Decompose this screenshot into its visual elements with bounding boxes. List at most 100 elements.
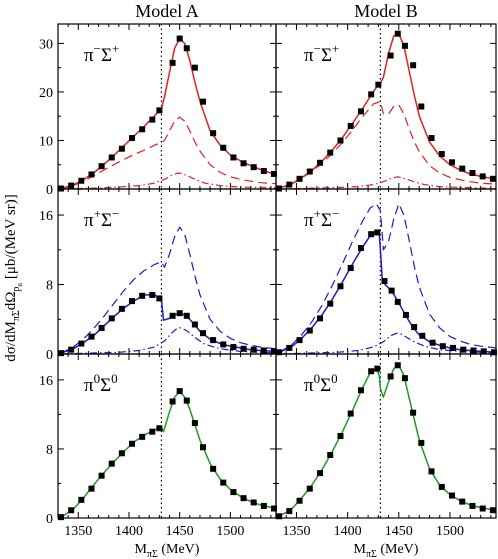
data-marker: [78, 177, 85, 184]
data-marker: [199, 444, 206, 451]
data-marker: [411, 324, 418, 331]
data-marker: [410, 62, 417, 69]
data-marker: [260, 168, 267, 175]
data-marker: [317, 159, 323, 166]
panel-label-sup2: +: [112, 41, 119, 56]
data-marker: [286, 344, 293, 351]
panel-label: π+Σ−: [84, 206, 119, 231]
data-marker: [401, 375, 408, 382]
x-tick-label: 1500: [436, 524, 464, 539]
y-tick-label: 0: [46, 183, 53, 198]
data-marker: [357, 108, 364, 115]
data-marker: [296, 337, 303, 344]
y-axis-label-text: dσ/dMπΣdΩpn [μb/(MeV sr)]: [3, 194, 24, 361]
xlabel-main: M: [135, 542, 148, 557]
series-line-dashed: [278, 101, 497, 189]
x-tick-label: 1400: [334, 524, 362, 539]
data-marker: [286, 508, 293, 515]
panel-A-mm: 0 10 20 30 π−Σ+ Model A: [39, 1, 277, 198]
data-marker: [191, 64, 198, 71]
data-marker: [479, 505, 486, 512]
data-marker: [230, 344, 237, 351]
y-tick-label: 0: [46, 512, 53, 527]
data-marker: [296, 175, 303, 182]
panel-label: π−Σ+: [304, 41, 339, 66]
data-marker: [489, 507, 496, 514]
data-marker: [176, 310, 183, 317]
x-axis-label: MπΣ (MeV): [135, 542, 200, 559]
data-marker: [156, 425, 163, 432]
data-marker: [337, 283, 344, 290]
data-marker: [191, 420, 198, 427]
data-marker: [250, 499, 257, 506]
data-marker: [183, 312, 190, 319]
data-marker: [68, 182, 75, 189]
series-line-solid: [278, 229, 497, 354]
data-marker: [327, 300, 334, 307]
data-marker: [479, 173, 486, 180]
panel-label-sigma: Σ: [101, 210, 112, 231]
data-marker: [306, 168, 313, 175]
data-marker: [118, 145, 125, 152]
data-marker: [270, 348, 277, 355]
data-marker: [240, 495, 247, 502]
y-tick-label: 16: [39, 374, 53, 389]
data-marker: [176, 388, 183, 395]
data-marker: [394, 30, 401, 37]
series-line-dashed: [60, 116, 277, 190]
data-marker: [199, 330, 206, 337]
panel-label-sup2: 0: [331, 371, 338, 386]
x-tick-label: 1350: [282, 524, 310, 539]
data-marker: [250, 346, 257, 353]
series-line-dashdot: [279, 332, 497, 355]
data-marker: [347, 122, 354, 129]
data-marker: [240, 160, 247, 167]
panel-label-pi: π: [304, 45, 314, 66]
data-marker: [260, 347, 267, 354]
panel-frame: [275, 353, 497, 519]
data-marker: [191, 321, 198, 328]
series-line-solid: [278, 364, 497, 517]
panel-A-pm: 0 8 16 π+Σ−: [39, 188, 277, 363]
data-marker: [108, 154, 115, 161]
data-marker: [68, 346, 75, 353]
data-marker: [429, 339, 436, 346]
data-marker: [88, 333, 95, 340]
data-marker: [401, 42, 408, 49]
panel-label-sup2: 0: [111, 371, 118, 386]
data-marker: [459, 165, 466, 172]
data-marker: [149, 428, 156, 435]
series-line-dashed: [278, 203, 497, 353]
data-marker: [450, 344, 457, 351]
data-marker: [419, 332, 426, 339]
data-marker: [469, 169, 476, 176]
series-line-dashdot: [60, 327, 277, 355]
data-marker: [368, 231, 375, 238]
data-marker: [374, 365, 381, 372]
data-marker: [388, 287, 395, 294]
data-marker: [317, 470, 323, 477]
data-marker: [460, 346, 467, 353]
data-marker: [276, 349, 283, 356]
data-marker: [220, 479, 227, 486]
ylabel-mid: dΩ: [3, 292, 19, 311]
data-marker: [176, 35, 183, 42]
data-marker: [387, 52, 394, 59]
data-marker: [428, 135, 435, 142]
data-marker: [387, 373, 394, 380]
data-marker: [357, 387, 364, 394]
data-marker: [381, 278, 388, 285]
data-marker: [306, 327, 313, 334]
panel-label-sup2: +: [332, 41, 339, 56]
panel-label-sup2: −: [112, 206, 119, 221]
x-tick-label: 1500: [216, 524, 244, 539]
data-marker: [169, 312, 176, 319]
x-tick-label: 1400: [115, 524, 143, 539]
data-marker: [240, 345, 247, 352]
panel-label-pi: π: [84, 375, 94, 396]
x-tick-label: 1450: [385, 524, 413, 539]
data-marker: [78, 340, 85, 347]
data-marker: [183, 397, 190, 404]
series-line-dashdot: [279, 176, 497, 190]
data-marker: [199, 98, 206, 105]
